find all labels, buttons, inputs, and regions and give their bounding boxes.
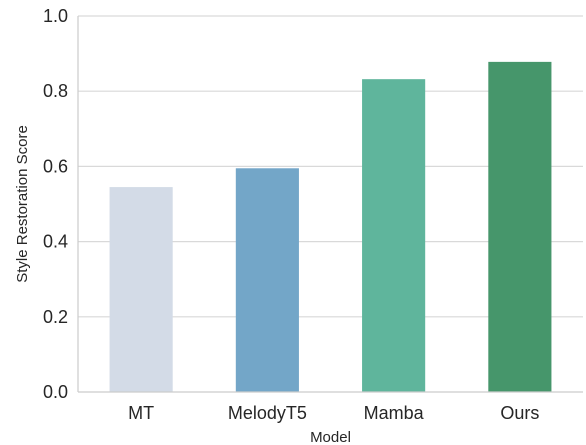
y-tick-label: 1.0 (43, 6, 68, 26)
y-tick-labels: 0.0 0.2 0.4 0.6 0.8 1.0 (43, 6, 68, 402)
x-tick-label: MT (128, 403, 154, 423)
bar-mamba (362, 79, 426, 392)
y-tick-label: 0.0 (43, 382, 68, 402)
bar-ours (488, 61, 552, 392)
bar-melodyt5 (235, 168, 299, 392)
y-axis-label: Style Restoration Score (14, 125, 31, 283)
y-tick-label: 0.8 (43, 81, 68, 101)
x-tick-label: Ours (500, 403, 539, 423)
bar-mt (109, 187, 173, 392)
x-tick-label: Mamba (364, 403, 425, 423)
x-tick-labels: MT MelodyT5 Mamba Ours (128, 403, 539, 423)
x-axis-label: Model (310, 429, 351, 445)
x-tick-label: MelodyT5 (228, 403, 307, 423)
y-tick-label: 0.4 (43, 232, 68, 252)
y-tick-label: 0.6 (43, 156, 68, 176)
bars (109, 61, 552, 392)
y-tick-label: 0.2 (43, 307, 68, 327)
